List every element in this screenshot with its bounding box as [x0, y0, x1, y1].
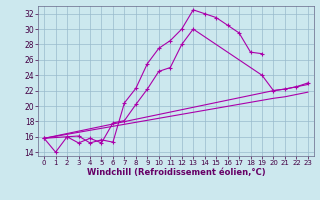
X-axis label: Windchill (Refroidissement éolien,°C): Windchill (Refroidissement éolien,°C): [87, 168, 265, 177]
